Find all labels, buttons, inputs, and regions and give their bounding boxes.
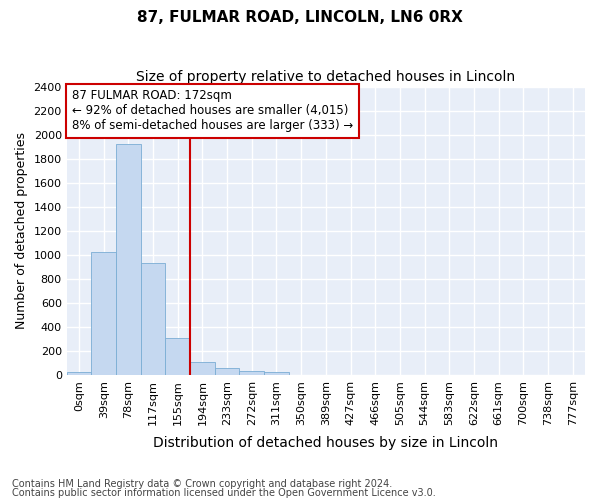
Text: 87, FULMAR ROAD, LINCOLN, LN6 0RX: 87, FULMAR ROAD, LINCOLN, LN6 0RX — [137, 10, 463, 25]
Bar — [166, 338, 190, 375]
Bar — [91, 252, 116, 375]
X-axis label: Distribution of detached houses by size in Lincoln: Distribution of detached houses by size … — [154, 436, 499, 450]
Text: 87 FULMAR ROAD: 172sqm
← 92% of detached houses are smaller (4,015)
8% of semi-d: 87 FULMAR ROAD: 172sqm ← 92% of detached… — [72, 90, 353, 132]
Bar — [264, 372, 289, 375]
Bar — [67, 372, 91, 375]
Bar — [141, 263, 166, 375]
Title: Size of property relative to detached houses in Lincoln: Size of property relative to detached ho… — [136, 70, 515, 84]
Text: Contains HM Land Registry data © Crown copyright and database right 2024.: Contains HM Land Registry data © Crown c… — [12, 479, 392, 489]
Text: Contains public sector information licensed under the Open Government Licence v3: Contains public sector information licen… — [12, 488, 436, 498]
Y-axis label: Number of detached properties: Number of detached properties — [15, 132, 28, 329]
Bar — [215, 368, 239, 375]
Bar — [239, 370, 264, 375]
Bar — [190, 362, 215, 375]
Bar — [116, 144, 141, 375]
